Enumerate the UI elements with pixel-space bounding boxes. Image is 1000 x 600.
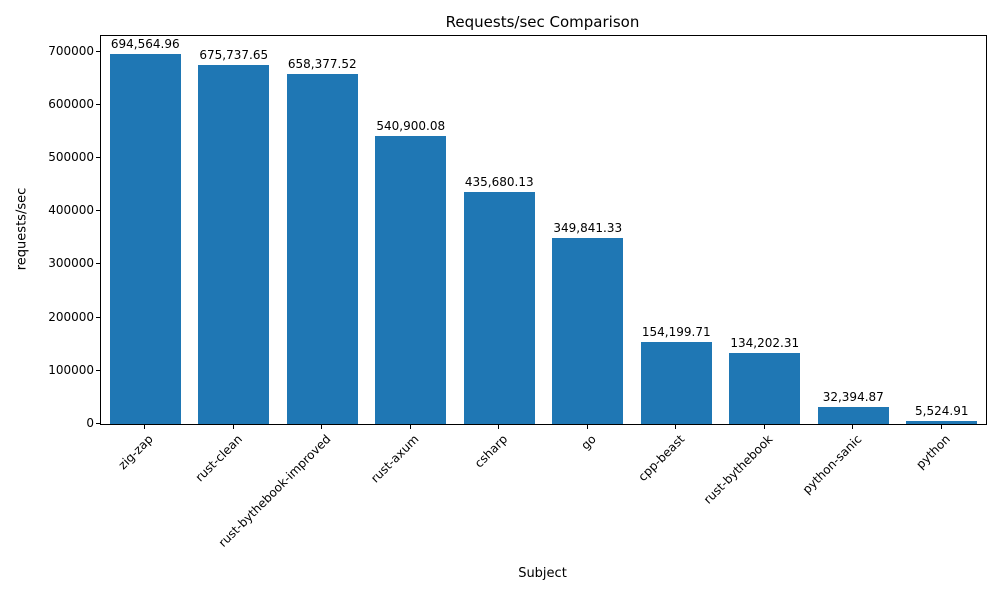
bar-value-label: 154,199.71 [641, 324, 711, 339]
x-tick-mark [586, 424, 588, 429]
y-tick-mark [96, 316, 101, 318]
x-tick-mark [321, 424, 323, 429]
x-tick-label: rust-bythebook [701, 432, 776, 507]
x-tick-label: python [913, 432, 953, 472]
y-tick-label: 300000 [48, 256, 94, 271]
y-tick-mark [96, 263, 101, 265]
bar-value-label: 694,564.96 [110, 37, 180, 52]
x-tick-label: go [578, 432, 599, 453]
x-tick-mark [232, 424, 234, 429]
bar-value-label: 435,680.13 [464, 175, 534, 190]
x-tick-label: rust-axum [368, 432, 422, 486]
bar-value-label: 134,202.31 [730, 335, 800, 350]
y-tick-label: 600000 [48, 96, 94, 111]
y-axis-label: requests/sec [14, 187, 30, 271]
chart-title: Requests/sec Comparison [445, 13, 640, 31]
bar-value-label: 32,394.87 [822, 389, 884, 404]
y-tick-label: 100000 [48, 362, 94, 377]
x-tick-label: csharp [471, 432, 511, 471]
bar [198, 64, 270, 424]
y-tick-mark [96, 423, 101, 424]
bar-value-label: 349,841.33 [553, 220, 623, 235]
y-tick-mark [96, 50, 101, 52]
bar [375, 136, 447, 424]
y-tick-mark [96, 210, 101, 212]
x-tick-label: zig-zap [115, 432, 157, 473]
x-tick-mark [763, 424, 765, 429]
bar-value-label: 540,900.08 [376, 119, 446, 134]
y-tick-label: 400000 [48, 203, 94, 218]
y-tick-mark [96, 369, 101, 371]
x-tick-mark [940, 424, 942, 429]
bar [552, 237, 624, 424]
x-axis-label: Subject [518, 566, 567, 581]
x-tick-mark [852, 424, 854, 429]
x-tick-label: cpp-beast [635, 432, 688, 484]
bar [463, 192, 535, 424]
x-tick-mark [675, 424, 677, 429]
x-tick-mark [409, 424, 411, 429]
bar [906, 421, 978, 424]
x-tick-label: rust-clean [192, 432, 245, 485]
y-tick-label: 700000 [48, 43, 94, 58]
bar [109, 54, 181, 424]
y-tick-label: 200000 [48, 309, 94, 324]
bar [286, 73, 358, 424]
bar [817, 406, 889, 424]
y-tick-mark [96, 156, 101, 158]
y-tick-mark [96, 103, 101, 105]
bar [729, 352, 801, 424]
bar-value-label: 5,524.91 [915, 404, 969, 419]
x-tick-mark [498, 424, 500, 429]
y-tick-label: 0 [86, 416, 94, 430]
bar-value-label: 675,737.65 [199, 47, 269, 62]
x-tick-mark [144, 424, 146, 429]
bar-value-label: 658,377.52 [287, 56, 357, 71]
x-tick-label: python-sanic [799, 432, 865, 497]
y-tick-label: 500000 [48, 149, 94, 164]
bar [640, 341, 712, 424]
plot-area: 694,564.96 675,737.65 658,377.52 540,900.08… [100, 35, 987, 425]
